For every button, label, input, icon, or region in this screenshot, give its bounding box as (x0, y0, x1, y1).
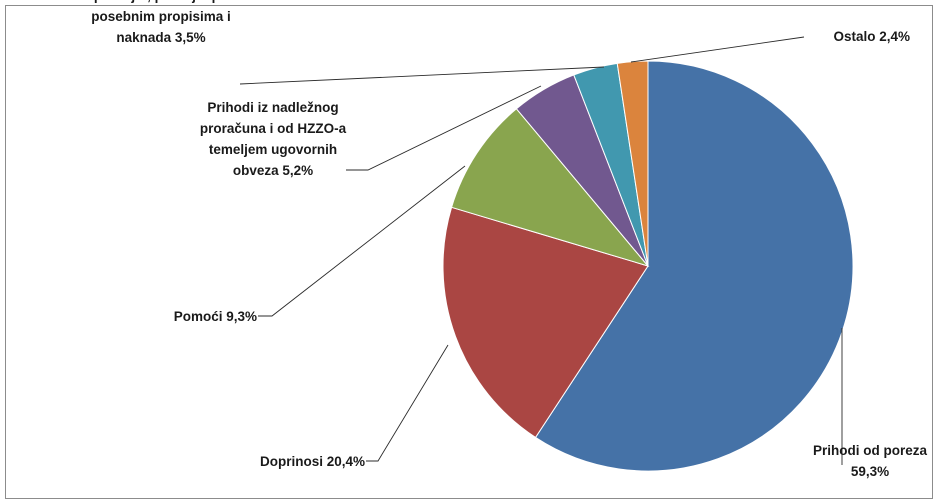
slice-label-1-line-0: Doprinosi 20,4% (260, 454, 365, 469)
slice-label-1: Doprinosi 20,4% (260, 454, 365, 469)
leader-line-1 (366, 344, 449, 462)
leader-line-5 (630, 36, 805, 63)
slice-label-3-line-1: proračuna i od HZZO-a (200, 121, 347, 136)
slice-label-5-line-0: Ostalo 2,4% (833, 29, 910, 44)
slice-label-4-line-2: pristojbi, pristojbi po (94, 0, 228, 3)
slice-label-4-line-3: posebnim propisima i (91, 9, 231, 24)
leader-line-4 (239, 66, 605, 85)
slice-label-0: Prihodi od poreza 59,3% (813, 443, 927, 479)
leader-line-2 (258, 165, 466, 317)
slice-label-2-line-0: Pomoći 9,3% (174, 309, 257, 324)
slice-label-0-line-1: 59,3% (851, 464, 889, 479)
slice-label-5: Ostalo 2,4% (833, 29, 910, 44)
slice-label-3-line-3: obveza 5,2% (233, 163, 313, 178)
slice-label-4-line-4: naknada 3,5% (116, 30, 205, 45)
slice-label-3: Prihodi iz nadležnog proračuna i od HZZO-… (200, 100, 347, 178)
pie-slice-2 (450, 108, 650, 267)
leader-line-3 (346, 85, 542, 171)
slice-label-0-line-0: Prihodi od poreza (813, 443, 927, 458)
pie-slice-1 (442, 206, 649, 439)
slice-label-2: Pomoći 9,3% (174, 309, 257, 324)
slice-label-3-line-2: temeljem ugovornih (209, 142, 337, 157)
pie-slice-0 (534, 60, 854, 472)
slice-label-4: Prihodi od upravnih iadministrativnihpri… (91, 0, 231, 45)
slice-label-3-line-0: Prihodi iz nadležnog (207, 100, 338, 115)
